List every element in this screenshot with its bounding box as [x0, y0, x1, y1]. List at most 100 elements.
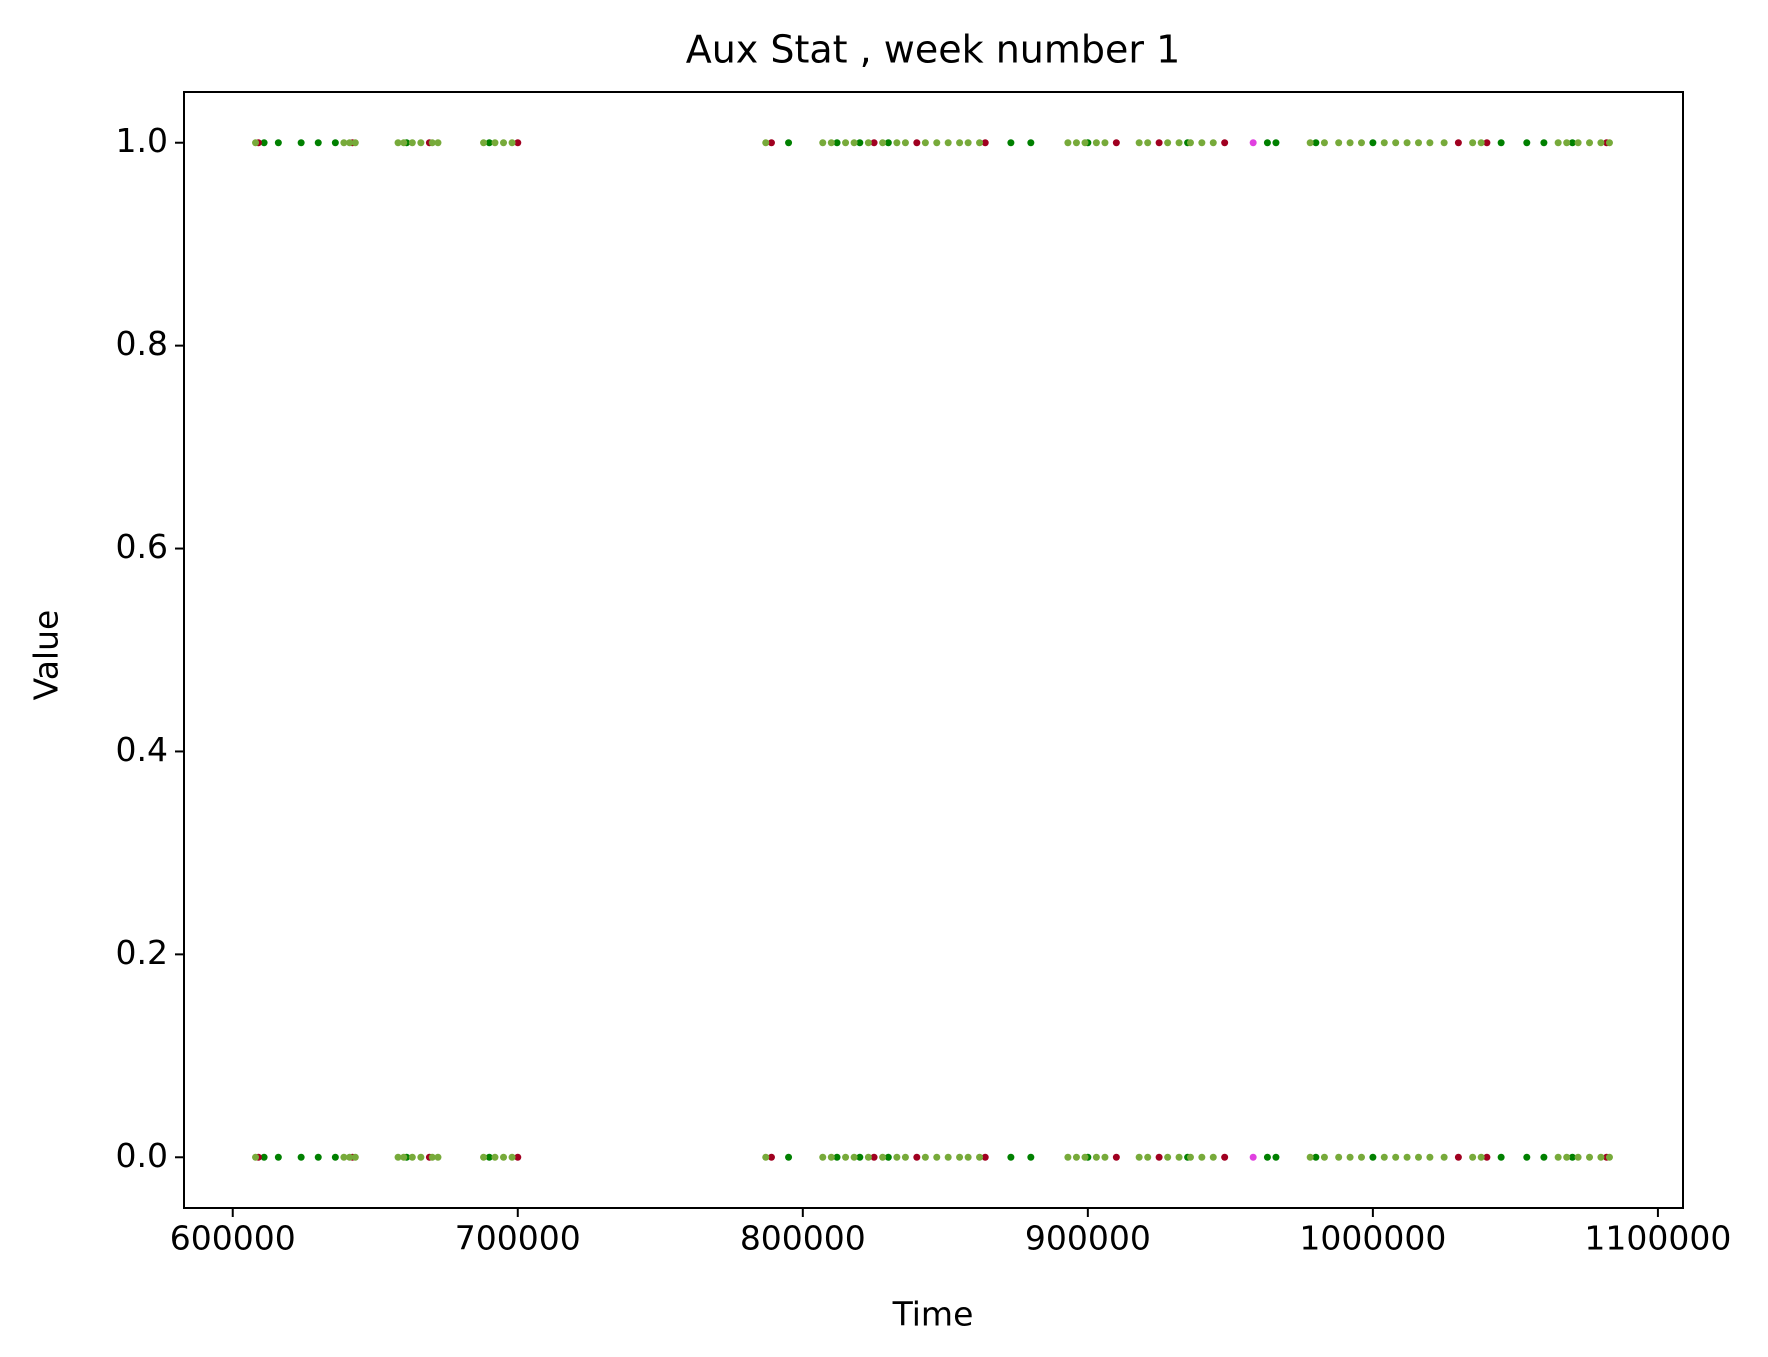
y-axis-label: Value — [27, 610, 66, 701]
point — [1306, 1153, 1314, 1161]
x-tick-label: 1100000 — [1584, 1219, 1731, 1258]
point — [1554, 1153, 1562, 1161]
point — [1081, 139, 1089, 147]
point — [1586, 139, 1594, 147]
point — [842, 1153, 850, 1161]
point — [1357, 1153, 1365, 1161]
point — [1209, 1153, 1217, 1161]
point — [827, 139, 835, 147]
point — [767, 1153, 775, 1161]
point — [901, 139, 909, 147]
point — [351, 139, 359, 147]
point — [1155, 139, 1163, 147]
point — [856, 1153, 864, 1161]
point — [408, 139, 416, 147]
point — [884, 139, 892, 147]
point — [400, 139, 408, 147]
point — [351, 1153, 359, 1161]
point — [870, 1153, 878, 1161]
point — [1454, 139, 1462, 147]
point — [1454, 1153, 1462, 1161]
x-tick-label: 800000 — [740, 1219, 866, 1258]
point — [340, 1153, 348, 1161]
point — [1483, 1153, 1491, 1161]
point — [1403, 1153, 1411, 1161]
point — [893, 1153, 901, 1161]
point — [1312, 139, 1320, 147]
point — [1540, 1153, 1548, 1161]
point — [1164, 139, 1172, 147]
point — [893, 139, 901, 147]
point — [933, 1153, 941, 1161]
point — [1164, 1153, 1172, 1161]
point — [1497, 1153, 1505, 1161]
point — [1007, 139, 1015, 147]
point — [850, 139, 858, 147]
x-tick-label: 700000 — [455, 1219, 581, 1258]
chart-title: Aux Stat , week number 1 — [686, 28, 1181, 72]
point — [1249, 1153, 1257, 1161]
point — [1414, 139, 1422, 147]
point — [1554, 139, 1562, 147]
point — [428, 139, 436, 147]
point — [1380, 1153, 1388, 1161]
point — [434, 1153, 442, 1161]
point — [819, 1153, 827, 1161]
point — [864, 1153, 872, 1161]
point — [879, 1153, 887, 1161]
point — [1144, 139, 1152, 147]
point — [1101, 1153, 1109, 1161]
point — [819, 139, 827, 147]
point — [1568, 139, 1576, 147]
point — [297, 139, 305, 147]
point — [500, 1153, 508, 1161]
point — [428, 1153, 436, 1161]
point — [485, 1153, 493, 1161]
point — [1101, 139, 1109, 147]
point — [260, 139, 268, 147]
y-tick-label: 0.2 — [116, 933, 168, 972]
point — [921, 1153, 929, 1161]
point — [1357, 139, 1365, 147]
point — [976, 1153, 984, 1161]
plot-area — [183, 91, 1684, 1209]
point — [1605, 139, 1613, 147]
point — [856, 139, 864, 147]
point — [394, 139, 402, 147]
point — [1064, 139, 1072, 147]
point — [913, 1153, 921, 1161]
point — [842, 139, 850, 147]
point — [491, 139, 499, 147]
point — [884, 1153, 892, 1161]
point — [1092, 139, 1100, 147]
point — [785, 139, 793, 147]
point — [1007, 1153, 1015, 1161]
point — [1403, 139, 1411, 147]
point — [434, 139, 442, 147]
point — [1540, 139, 1548, 147]
point — [1574, 1153, 1582, 1161]
point — [901, 1153, 909, 1161]
point — [833, 1153, 841, 1161]
point — [1392, 139, 1400, 147]
point — [1605, 1153, 1613, 1161]
point — [1272, 1153, 1280, 1161]
point — [1272, 139, 1280, 147]
point — [394, 1153, 402, 1161]
point — [1477, 1153, 1485, 1161]
point — [1335, 1153, 1343, 1161]
point — [1081, 1153, 1089, 1161]
point — [508, 139, 516, 147]
point — [762, 1153, 770, 1161]
point — [785, 1153, 793, 1161]
point — [1221, 139, 1229, 147]
point — [921, 139, 929, 147]
point — [1426, 139, 1434, 147]
point — [1440, 1153, 1448, 1161]
point — [485, 139, 493, 147]
point — [1392, 1153, 1400, 1161]
point — [913, 139, 921, 147]
point — [827, 1153, 835, 1161]
point — [400, 1153, 408, 1161]
point — [417, 139, 425, 147]
